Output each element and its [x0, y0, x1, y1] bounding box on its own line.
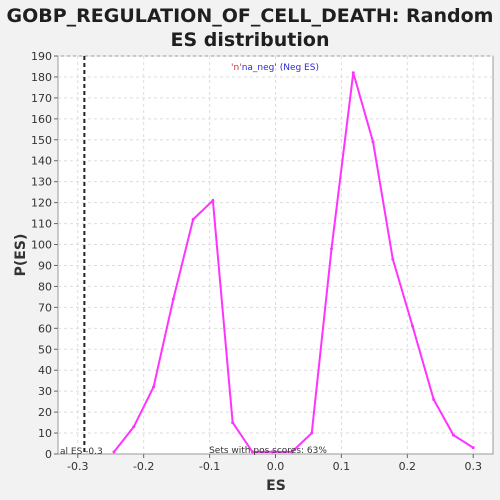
series-point [432, 398, 436, 402]
y-tick-label: 120 [31, 197, 52, 210]
y-tick-label: 90 [38, 259, 52, 272]
series-point [290, 450, 294, 454]
x-tick-label: -0.1 [199, 460, 220, 473]
series-point [310, 431, 314, 435]
y-tick-label: 30 [38, 385, 52, 398]
series-point [371, 140, 375, 144]
x-tick-label: -0.2 [133, 460, 154, 473]
y-tick-label: 20 [38, 406, 52, 419]
y-tick-label: 150 [31, 134, 52, 147]
y-axis-label: P(ES) [13, 234, 29, 277]
y-tick-label: 170 [31, 92, 52, 105]
pos-scores-annotation: Sets with pos scores: 63% [209, 446, 327, 456]
series-point [132, 425, 136, 429]
series-point [270, 450, 274, 454]
series-point [471, 446, 475, 450]
series-point [451, 433, 455, 437]
series-point [191, 217, 195, 221]
series-point [250, 450, 254, 454]
y-tick-label: 0 [45, 448, 52, 461]
series-point [351, 71, 355, 75]
y-tick-label: 50 [38, 343, 52, 356]
y-tick-label: 140 [31, 155, 52, 168]
series-point [171, 297, 175, 301]
legend: 'n'na_neg' (Neg ES) [231, 63, 319, 73]
x-tick-label: 0.3 [464, 460, 482, 473]
y-tick-label: 80 [38, 280, 52, 293]
series-points [112, 71, 475, 454]
y-tick-label: 10 [38, 427, 52, 440]
legend-prefix: 'n' [231, 63, 242, 73]
chart-title-line1: GOBP_REGULATION_OF_CELL_DEATH: Random [7, 5, 494, 27]
y-tick-label: 190 [31, 50, 52, 63]
x-tick-label: 0.1 [333, 460, 351, 473]
y-tick-label: 60 [38, 322, 52, 335]
y-tick-label: 180 [31, 71, 52, 84]
legend-series-label: na_neg' (Neg ES) [242, 63, 319, 73]
x-tick-label: 0.2 [399, 460, 417, 473]
y-tick-label: 160 [31, 113, 52, 126]
y-tick-label: 130 [31, 176, 52, 189]
x-axis-ticks: -0.3 -0.2 -0.1 0.0 0.1 0.2 0.3 [67, 454, 482, 473]
actual-es-label: al ES -0.3 [60, 447, 103, 457]
series-point [211, 199, 215, 203]
x-tick-label: 0.0 [267, 460, 285, 473]
chart-title-line2: ES distribution [171, 29, 330, 51]
series-point [231, 421, 235, 425]
series-point [411, 324, 415, 328]
series-point [330, 247, 334, 251]
y-tick-label: 100 [31, 239, 52, 252]
grid-lines [58, 55, 493, 454]
series-point [391, 257, 395, 261]
series-point [152, 385, 156, 389]
series-point [112, 450, 116, 454]
y-tick-label: 70 [38, 301, 52, 314]
x-axis-label: ES [266, 478, 286, 494]
y-axis-ticks: 0 10 20 30 40 50 60 70 80 90 100 110 120 130 140 150 160… [31, 50, 58, 461]
y-tick-label: 40 [38, 364, 52, 377]
y-tick-label: 110 [31, 218, 52, 231]
x-tick-label: -0.3 [67, 460, 88, 473]
